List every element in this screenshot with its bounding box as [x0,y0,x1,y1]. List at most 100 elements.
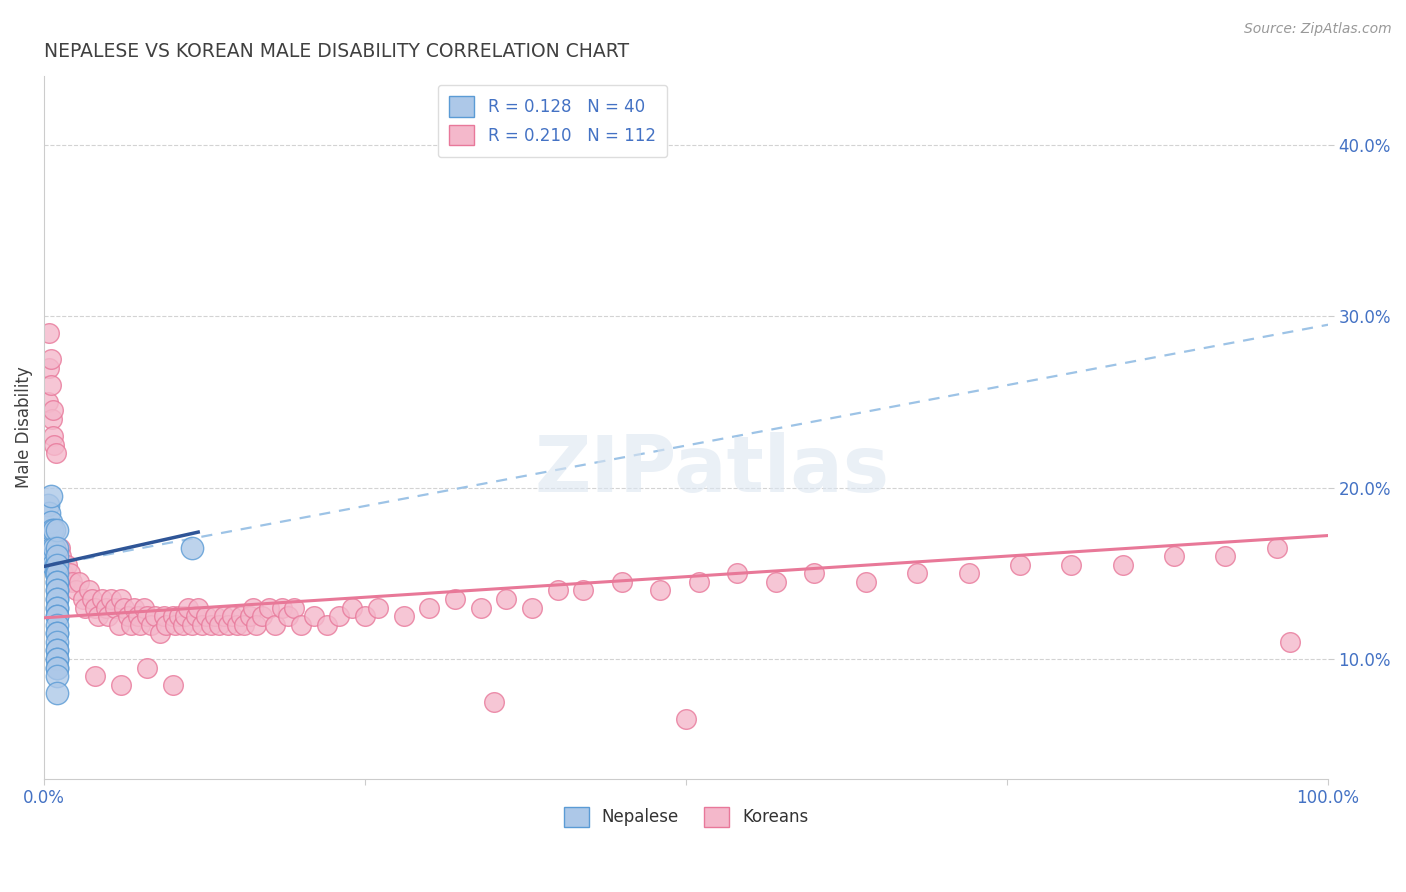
Point [572,583,595,598]
Point [45,566,67,581]
Point [100,591,122,606]
Point [110,678,132,692]
Point [90,591,112,606]
Point [46,617,69,632]
Point [75,600,97,615]
Point [177,600,200,615]
Point [675,712,697,726]
Point [1265,541,1288,555]
Point [46,686,69,700]
Point [46,583,69,598]
Point [42,549,65,563]
Point [46,643,69,657]
Point [290,617,312,632]
Point [270,600,292,615]
Point [1278,635,1301,649]
Point [135,609,157,624]
Point [56,558,79,572]
Point [72,591,94,606]
Point [46,626,69,640]
Point [46,635,69,649]
Point [495,591,517,606]
Point [46,541,69,555]
Point [957,566,980,581]
Point [53,574,76,589]
Point [59,566,82,581]
Point [77,583,100,598]
Point [38,506,60,520]
Point [48,541,70,555]
Point [392,609,415,624]
Point [46,652,69,666]
Point [264,617,287,632]
Point [46,609,69,624]
Point [470,600,492,615]
Point [238,609,260,624]
Point [191,617,214,632]
Y-axis label: Male Disability: Male Disability [15,367,32,489]
Point [46,652,69,666]
Text: NEPALESE VS KOREAN MALE DISABILITY CORRELATION CHART: NEPALESE VS KOREAN MALE DISABILITY CORRE… [44,42,630,61]
Legend: Nepalese, Koreans: Nepalese, Koreans [557,800,815,834]
Point [727,566,749,581]
Point [418,600,440,615]
Point [39,489,62,503]
Point [283,600,305,615]
Point [302,609,325,624]
Point [41,524,63,538]
Text: Source: ZipAtlas.com: Source: ZipAtlas.com [1244,22,1392,37]
Point [180,541,202,555]
Point [46,591,69,606]
Point [49,549,72,563]
Point [905,566,928,581]
Point [315,617,337,632]
Point [242,600,264,615]
Point [46,583,69,598]
Point [149,626,172,640]
Point [46,558,69,572]
Point [67,574,90,589]
Point [194,609,217,624]
Point [229,609,252,624]
Point [167,609,190,624]
Point [46,626,69,640]
Point [84,669,107,683]
Point [1111,558,1133,572]
Point [39,377,62,392]
Point [52,566,75,581]
Point [41,412,63,426]
Point [225,617,247,632]
Point [46,643,69,657]
Point [41,541,63,555]
Point [37,395,59,409]
Point [184,609,207,624]
Point [120,617,142,632]
Point [94,600,117,615]
Point [204,609,226,624]
Point [46,600,69,615]
Point [46,549,69,563]
Point [122,600,145,615]
Point [162,678,184,692]
Point [342,600,364,615]
Point [46,669,69,683]
Point [221,609,243,624]
Point [152,609,174,624]
Point [46,660,69,674]
Point [46,591,69,606]
Point [482,695,505,709]
Point [80,591,103,606]
Point [42,558,65,572]
Point [44,438,66,452]
Point [135,660,157,674]
Point [803,566,825,581]
Point [174,609,197,624]
Point [180,617,202,632]
Point [155,617,177,632]
Point [38,326,60,341]
Point [252,609,274,624]
Point [208,617,231,632]
Point [45,558,67,572]
Point [46,609,69,624]
Point [277,609,299,624]
